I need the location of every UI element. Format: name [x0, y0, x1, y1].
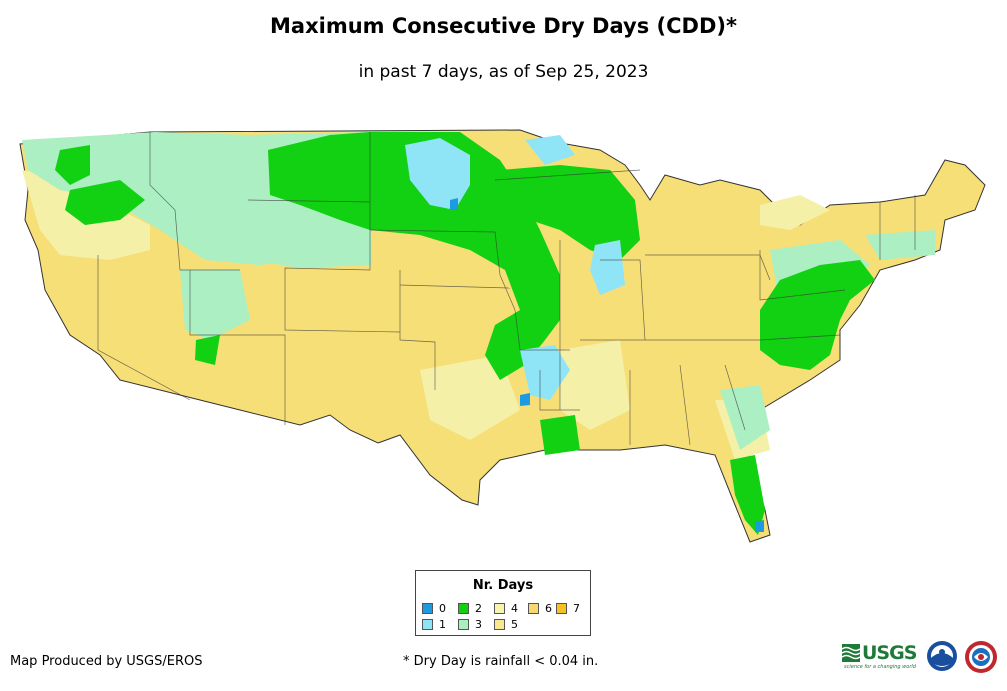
legend-label: 6	[545, 602, 552, 615]
map-subtitle: in past 7 days, as of Sep 25, 2023	[358, 62, 649, 82]
legend-item-0: 0	[422, 602, 446, 615]
legend-item-7: 7	[556, 602, 580, 615]
legend-swatch	[458, 619, 469, 630]
zone-0-days	[450, 198, 764, 532]
legend-label: 3	[475, 618, 482, 631]
us-dry-days-map	[19, 129, 986, 543]
legend-swatch	[494, 619, 505, 630]
zone-2-days	[55, 132, 875, 535]
usgs-tagline: science for a changing world	[844, 664, 916, 670]
legend-item-4: 4	[494, 602, 518, 615]
legend-swatch	[458, 603, 469, 614]
legend-label: 5	[511, 618, 518, 631]
usgs-wordmark: USGS	[862, 642, 917, 664]
legend-label: 7	[573, 602, 580, 615]
legend-title: Nr. Days	[472, 578, 534, 593]
legend-item-3: 3	[458, 618, 482, 631]
usgs-wave-icon	[842, 644, 860, 662]
map-legend: Nr. Days 0 1 2 3 4 5 6 7	[415, 570, 591, 636]
legend-item-6: 6	[528, 602, 552, 615]
zone-3-days	[22, 132, 935, 450]
legend-swatch	[528, 603, 539, 614]
footnote: * Dry Day is rainfall < 0.04 in.	[403, 654, 599, 669]
legend-item-1: 1	[422, 618, 446, 631]
legend-swatch	[494, 603, 505, 614]
legend-swatch	[422, 603, 433, 614]
legend-label: 1	[439, 618, 446, 631]
agency-logos: USGS science for a changing world	[842, 638, 1002, 678]
zone-1-day	[405, 135, 625, 400]
usgs-logo: USGS	[842, 642, 917, 664]
legend-label: 0	[439, 602, 446, 615]
legend-item-2: 2	[458, 602, 482, 615]
producer-credit: Map Produced by USGS/EROS	[10, 654, 203, 669]
noaa-logo-icon	[927, 641, 957, 671]
legend-item-5: 5	[494, 618, 518, 631]
legend-label: 2	[475, 602, 482, 615]
state-boundaries	[97, 132, 916, 446]
legend-swatch	[556, 603, 567, 614]
legend-swatch	[422, 619, 433, 630]
legend-label: 4	[511, 602, 518, 615]
nws-logo-icon	[965, 641, 997, 673]
map-title: Maximum Consecutive Dry Days (CDD)*	[270, 14, 737, 38]
